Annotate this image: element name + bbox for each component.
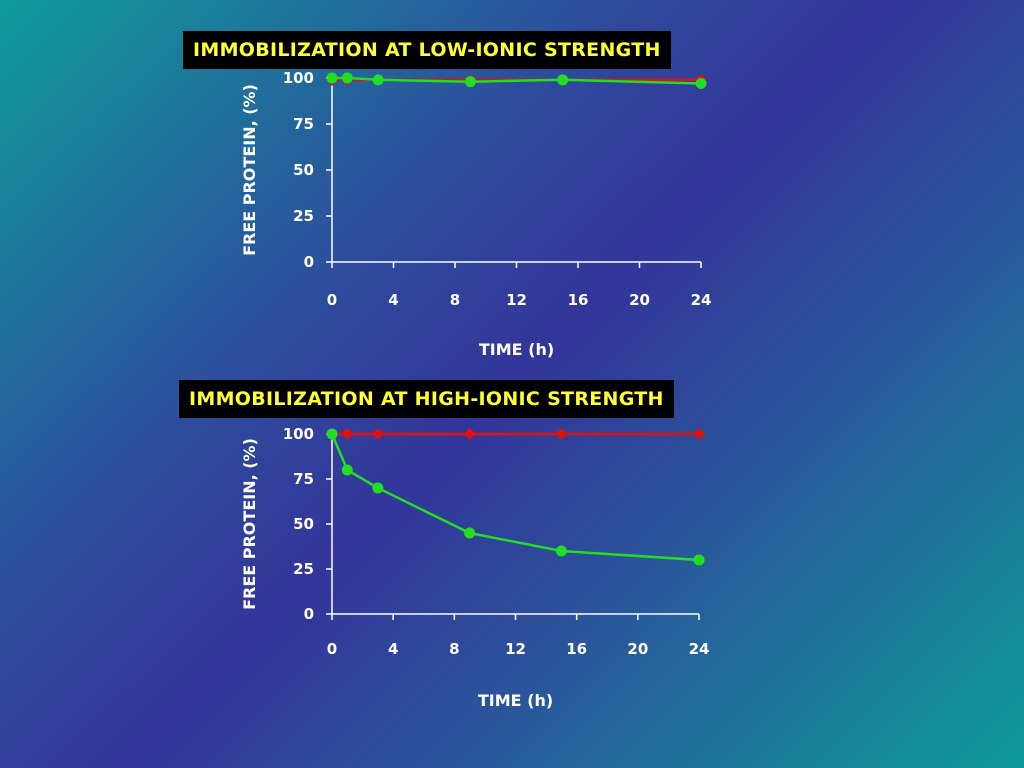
x-tick-label: 8 [449, 640, 459, 658]
x-tick-label: 16 [568, 291, 589, 309]
data-point [341, 428, 354, 440]
y-tick-label: 50 [293, 515, 314, 533]
data-point [326, 428, 338, 440]
data-point [555, 428, 568, 440]
x-tick-label: 12 [506, 291, 527, 309]
data-point [371, 428, 384, 440]
x-tick-label: 4 [388, 291, 398, 309]
y-tick-label: 0 [304, 605, 314, 623]
x-axis-label: TIME (h) [479, 340, 554, 359]
data-point [326, 72, 338, 84]
x-tick-label: 16 [566, 640, 587, 658]
data-point [695, 78, 707, 90]
x-tick-label: 8 [450, 291, 460, 309]
data-point [341, 464, 353, 476]
x-tick-label: 24 [691, 291, 712, 309]
x-tick-label: 4 [388, 640, 398, 658]
x-axis-label: TIME (h) [478, 691, 553, 710]
x-tick-label: 20 [629, 291, 650, 309]
data-point [555, 545, 567, 557]
x-tick-label: 24 [689, 640, 710, 658]
y-tick-label: 0 [304, 253, 314, 271]
chart-low-ionic: IMMOBILIZATION AT LOW-IONIC STRENGTH 0 25… [183, 31, 712, 359]
y-tick-label: 100 [283, 69, 314, 87]
data-point [693, 554, 705, 566]
chart-title: IMMOBILIZATION AT HIGH-IONIC STRENGTH [179, 380, 674, 418]
x-tick-label: 20 [627, 640, 648, 658]
y-tick-label: 50 [293, 161, 314, 179]
chart-title: IMMOBILIZATION AT LOW-IONIC STRENGTH [183, 31, 671, 69]
y-tick-label: 100 [283, 425, 314, 443]
x-tick-label: 0 [327, 640, 337, 658]
y-axis-label: FREE PROTEIN, (%) [240, 438, 259, 610]
data-point [464, 76, 476, 88]
x-tick-label: 0 [327, 291, 337, 309]
data-point [464, 527, 476, 539]
y-tick-label: 25 [293, 560, 314, 578]
data-point [372, 74, 384, 86]
data-point [463, 428, 476, 440]
chart-high-ionic: IMMOBILIZATION AT HIGH-IONIC STRENGTH 0 2… [0, 354, 1024, 738]
data-point [557, 74, 569, 86]
y-tick-label: 75 [293, 470, 314, 488]
series-line [330, 433, 700, 562]
chart-plot-area: 0 25 50 75 100 0 4 8 12 16 20 24 TIME (h) FREE PROTEI… [240, 425, 710, 710]
y-axis-label: FREE PROTEIN, (%) [240, 84, 259, 256]
data-point [693, 428, 705, 440]
y-tick-label: 75 [293, 115, 314, 133]
x-tick-label: 12 [505, 640, 526, 658]
data-point [341, 72, 353, 84]
data-point [372, 482, 384, 494]
y-tick-label: 25 [293, 207, 314, 225]
chart-plot-area: 0 25 50 75 100 0 4 8 12 16 20 24 TIME (h) FREE PROTEI… [240, 69, 712, 359]
